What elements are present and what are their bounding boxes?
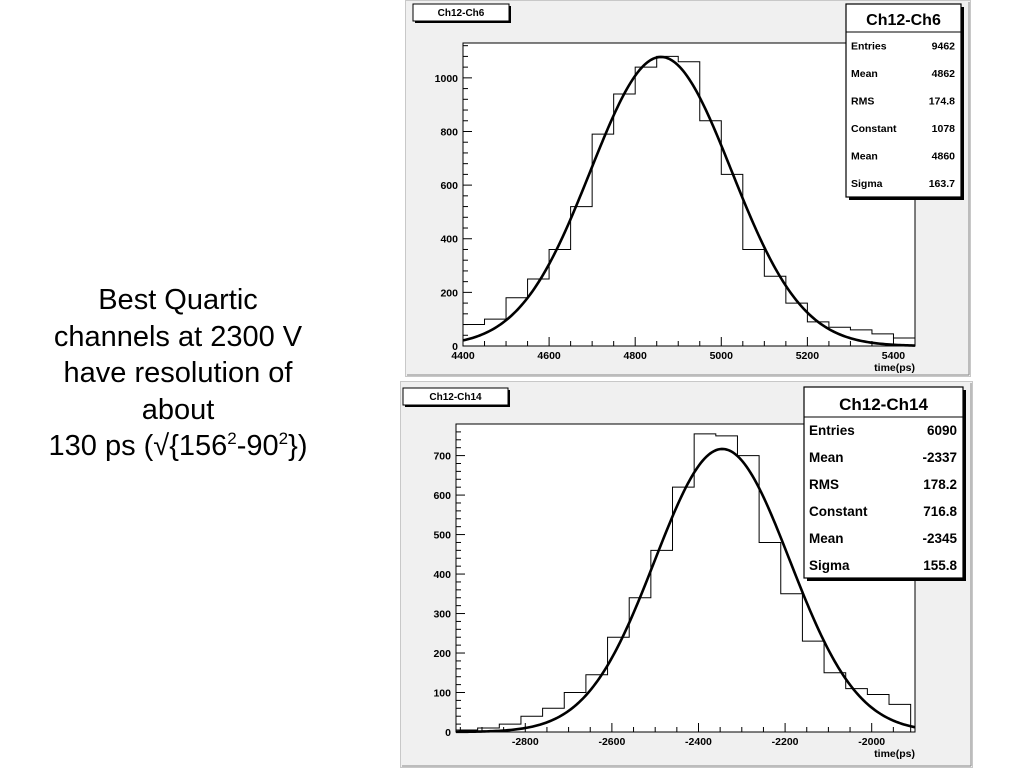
stats-row-label: Sigma xyxy=(809,558,850,573)
stats-row-value: -2345 xyxy=(922,531,957,546)
gaussian-fit-curve xyxy=(462,55,916,347)
x-tick-label: -2400 xyxy=(685,736,712,748)
stats-row-value: 716.8 xyxy=(923,504,957,519)
text-line-5-mid: -90 xyxy=(236,430,279,462)
histogram-outline xyxy=(462,55,916,346)
stats-box xyxy=(845,3,962,198)
x-tick-label: 4600 xyxy=(537,350,561,362)
y-tick-label: 500 xyxy=(433,530,451,542)
text-line-5-prefix: 130 ps (√{156 xyxy=(48,430,228,462)
x-axis-label: time(ps) xyxy=(874,362,915,374)
y-tick-label: 200 xyxy=(440,287,458,299)
stats-row-label: Entries xyxy=(851,40,887,52)
y-tick-label: 300 xyxy=(433,609,451,621)
stats-row-label: RMS xyxy=(809,477,839,492)
chart-panel-ch12-ch6: 0 200 400 600 800 1000 4400 4600 4800 5000 5200 540… xyxy=(405,0,971,377)
x-tick-label: 5400 xyxy=(882,350,906,362)
stats-box xyxy=(803,386,964,579)
stats-row-label: Sigma xyxy=(851,178,883,190)
superscript-2: 2 xyxy=(278,429,289,448)
stats-row-label: Mean xyxy=(851,68,878,80)
x-axis-label: time(ps) xyxy=(874,748,915,760)
stats-row-label: Mean xyxy=(809,450,844,465)
x-tick-label: -2200 xyxy=(772,736,799,748)
text-line-2: channels at 2300 V xyxy=(53,320,303,353)
y-tick-label: 0 xyxy=(445,727,451,739)
text-line-3: have resolution of xyxy=(63,357,293,389)
stats-box-name: Ch12-Ch6 xyxy=(866,12,941,29)
chart-title: Ch12-Ch14 xyxy=(429,392,482,403)
y-tick-label: 0 xyxy=(452,341,458,353)
stats-row-value: 1078 xyxy=(932,123,956,135)
y-tick-label: 200 xyxy=(433,648,451,660)
stats-row-value: 4862 xyxy=(932,68,956,80)
stats-row-value: 174.8 xyxy=(929,95,955,107)
stats-row-value: 163.7 xyxy=(929,178,955,190)
y-tick-label: 100 xyxy=(433,688,451,700)
title-box xyxy=(402,387,509,406)
stats-row-label: Constant xyxy=(851,123,897,135)
text-line-5-suffix: }) xyxy=(288,430,308,462)
superscript-1: 2 xyxy=(227,429,237,448)
text-line-1: Best Quartic xyxy=(98,284,258,316)
y-tick-label: 400 xyxy=(440,234,458,246)
y-tick-label: 800 xyxy=(440,126,458,138)
x-tick-label: 5200 xyxy=(796,350,820,362)
y-tick-label: 600 xyxy=(440,180,458,192)
slide-text: Best Quartic channels at 2300 V have res… xyxy=(0,282,356,465)
text-line-4: about xyxy=(141,393,215,426)
stats-row-value: 178.2 xyxy=(923,477,957,492)
stats-row-value: 4860 xyxy=(932,150,956,162)
x-tick-label: 4800 xyxy=(624,350,648,362)
x-tick-label: -2800 xyxy=(512,736,539,748)
x-tick-label: 4400 xyxy=(451,350,475,362)
x-tick-label: -2000 xyxy=(858,736,885,748)
x-tick-label: 5000 xyxy=(710,350,734,362)
stats-row-label: Mean xyxy=(851,150,878,162)
stats-row-value: 155.8 xyxy=(923,558,957,573)
stats-row-label: RMS xyxy=(851,95,874,107)
y-tick-label: 600 xyxy=(433,490,451,502)
text-line-5: 130 ps (√{1562-902}) xyxy=(0,428,356,465)
stats-row-value: 9462 xyxy=(932,40,956,52)
stats-box-name: Ch12-Ch14 xyxy=(839,395,928,414)
y-tick-label: 700 xyxy=(433,451,451,463)
x-tick-label: -2600 xyxy=(598,736,625,748)
title-box xyxy=(412,3,510,22)
stats-row-label: Constant xyxy=(809,504,868,519)
plot-area xyxy=(462,42,916,347)
stats-row-label: Entries xyxy=(809,423,855,438)
chart-panel-ch12-ch14: 0 100 200 300 400 500 600 700 -2800 -2600 -2400 -22… xyxy=(400,381,973,768)
stats-row-value: -2337 xyxy=(922,450,957,465)
chart-title: Ch12-Ch6 xyxy=(438,8,485,19)
stats-row-label: Mean xyxy=(809,531,844,546)
y-tick-label: 400 xyxy=(433,569,451,581)
gaussian-fit-curve xyxy=(455,447,916,734)
y-tick-label: 1000 xyxy=(435,73,459,85)
stats-row-value: 6090 xyxy=(927,423,957,438)
